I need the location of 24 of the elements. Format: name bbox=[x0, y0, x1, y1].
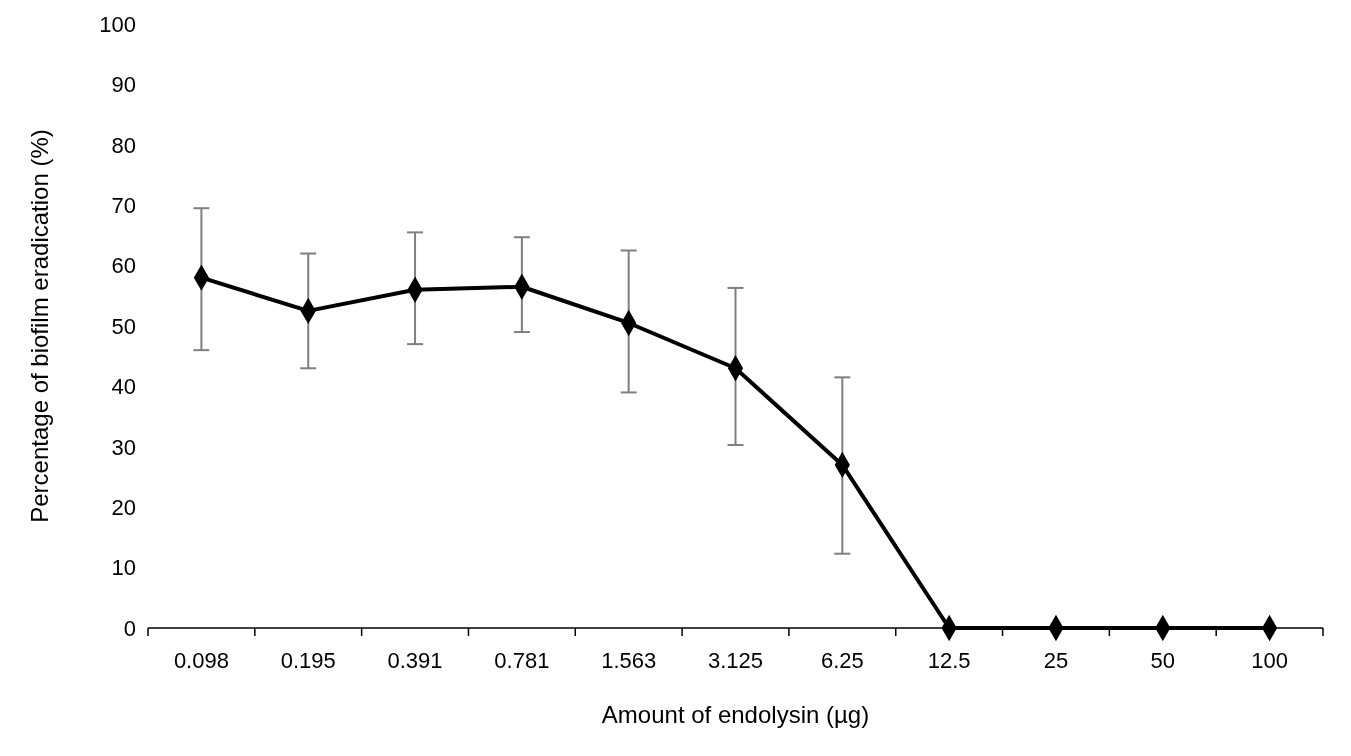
x-tick-label: 100 bbox=[1251, 648, 1288, 673]
y-tick-label: 70 bbox=[111, 192, 136, 218]
x-tick-label: 50 bbox=[1150, 648, 1176, 673]
y-tick-label: 50 bbox=[111, 313, 136, 339]
y-tick-label: 30 bbox=[111, 434, 136, 460]
y-tick-label: 40 bbox=[111, 374, 136, 400]
x-axis-title: Amount of endolysin (µg) bbox=[601, 701, 870, 728]
x-tick-label: 0.781 bbox=[494, 648, 550, 673]
y-tick-label: 100 bbox=[99, 11, 136, 37]
x-tick-label: 12.5 bbox=[927, 648, 971, 673]
x-tick-label: 0.195 bbox=[280, 648, 336, 673]
x-tick-label: 0.098 bbox=[173, 648, 229, 673]
y-tick-label: 20 bbox=[111, 494, 136, 520]
y-tick-label: 10 bbox=[111, 555, 136, 581]
y-tick-label: 80 bbox=[111, 132, 136, 158]
x-tick-label: 3.125 bbox=[707, 648, 764, 673]
y-axis-title: Percentage of biofilm eradication (%) bbox=[26, 129, 53, 523]
y-tick-label: 0 bbox=[123, 615, 136, 641]
y-tick-label: 90 bbox=[111, 72, 136, 98]
x-tick-label: 6.25 bbox=[820, 648, 864, 673]
x-tick-label: 1.563 bbox=[601, 648, 657, 673]
x-tick-label: 25 bbox=[1043, 648, 1069, 673]
y-tick-label: 60 bbox=[111, 253, 136, 279]
x-tick-label: 0.391 bbox=[387, 648, 443, 673]
